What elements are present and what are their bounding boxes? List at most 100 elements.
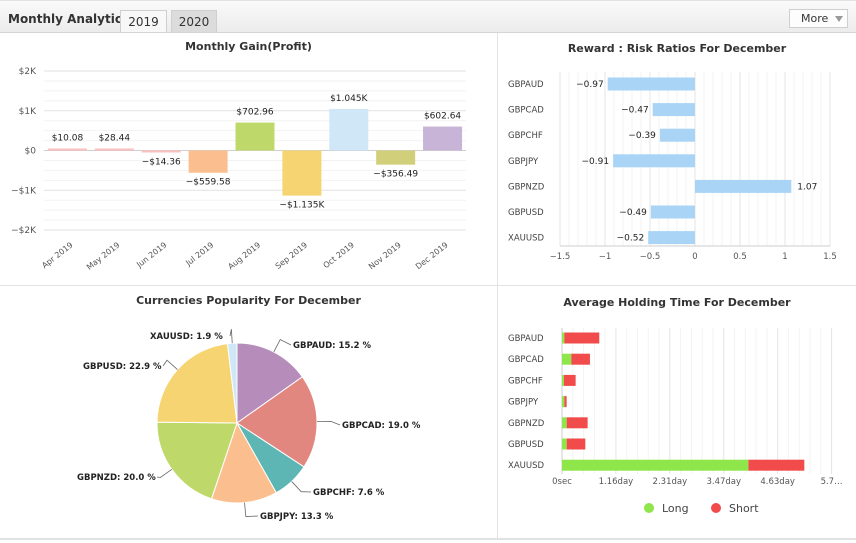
y-tick-label: GBPUSD [508,440,544,450]
gain-data-label: $1.045K [330,94,368,104]
popularity-title: Currencies Popularity For December [136,294,361,307]
x-tick-label: 5.7… [821,477,843,487]
short-bar [564,374,576,386]
short-bar [566,438,586,450]
x-tick-label: 4.63day [760,477,795,487]
gain-data-label: −$1.135K [279,201,325,211]
y-tick-label: $2K [19,67,37,77]
pie-data-label: GBPCAD: 19.0 % [342,421,421,431]
pie-leader-line [229,329,233,344]
pie-slice [210,421,277,504]
y-tick-label: GBPCHF [508,376,543,386]
gain-data-label: −$356.49 [373,170,418,180]
gain-data-label: $602.64 [424,112,461,122]
short-bar [566,417,588,429]
ratio-bar [652,103,695,117]
x-tick-label: Oct 2019 [322,240,356,270]
y-tick-label: −$2K [11,226,37,236]
x-tick-label: Nov 2019 [367,240,403,271]
ratio-bar [659,128,695,142]
x-tick-label: 1 [782,252,787,262]
y-tick-label: XAUUSD [508,234,544,244]
y-tick-label: XAUUSD [508,461,544,471]
gain-data-label: −$14.36 [142,158,181,168]
y-tick-label: GBPAUD [508,334,544,344]
x-tick-label: Apr 2019 [40,240,75,270]
pie-leader-line [162,359,178,370]
bottom-border [0,538,856,540]
pie-data-label: GBPAUD: 15.2 % [293,341,371,351]
chevron-down-icon [835,16,843,22]
long-bar [562,417,567,429]
more-button[interactable]: More [789,9,848,28]
x-tick-label: 2.31day [653,477,688,487]
panel-divider-horizontal [0,285,856,286]
pie-data-label: GBPCHF: 7.6 % [313,488,385,498]
pie-leader-line [291,481,312,493]
short-bar [748,459,805,471]
y-tick-label: GBPAUD [508,80,544,90]
gain-bar [94,148,134,151]
y-tick-label: −$1K [11,186,37,196]
pie-data-label: XAUUSD: 1.9 % [150,332,223,342]
long-bar [562,438,567,450]
pie-slice [156,343,238,424]
y-tick-label: $1K [19,107,37,117]
x-tick-label: Jul 2019 [183,240,215,268]
y-tick-label: GBPNZD [508,419,545,429]
pie-leader-line [316,420,341,426]
ratio-data-label: 1.07 [797,182,817,192]
gain-data-label: $28.44 [99,134,131,144]
ratio-data-label: −0.97 [576,80,604,90]
legend-long-marker [644,503,654,513]
ratio-data-label: −0.47 [621,106,649,116]
y-tick-label: GBPUSD [508,208,544,218]
gain-bar [423,126,463,151]
gain-bar [282,150,322,196]
x-tick-label: 0 [692,252,697,262]
y-tick-label: GBPJPY [508,157,539,167]
ratio-data-label: −0.49 [619,208,647,218]
app-title: Monthly Analytics [8,12,130,26]
y-tick-label: GBPCHF [508,131,543,141]
reward-risk-title: Reward : Risk Ratios For December [567,42,787,55]
holding-time-chart: 0sec 1.16day 2.31day 3.47day 4.63day 5.7… GBPA… [508,328,843,515]
y-tick-label: GBPJPY [508,398,539,408]
legend-short-label: Short [729,502,759,515]
pie-slice [236,342,304,424]
long-bar [562,332,565,344]
gain-bar [376,150,416,165]
gain-bar [235,122,275,151]
ratio-bar [695,179,792,193]
top-bar: Monthly Analytics 2019 2020 More [0,0,856,33]
short-bar [564,332,600,344]
long-bar [562,396,565,408]
ratio-data-label: −0.39 [628,131,656,141]
x-tick-label: Sep 2019 [274,240,309,270]
reward-risk-chart: −1.5 −1 −0.5 0 0.5 1 1.5 GBPAUD −0.97 GBPCAD −0.47… [508,72,837,262]
holding-title: Average Holding Time For December [563,296,791,309]
tab-2019[interactable]: 2019 [120,10,167,32]
ratio-data-label: −0.52 [617,234,645,244]
monthly-gain-chart: $2K $1K $0 −$1K −$2K $10.08 Apr 2019 $28.44 May … [11,67,466,272]
legend-long-label: Long [662,502,689,515]
ratio-bar [613,154,695,168]
x-tick-label: −1 [599,252,612,262]
x-tick-label: Jun 2019 [134,240,168,270]
pie-slice [156,421,238,500]
pie-leader-line [244,502,259,517]
x-tick-label: 0sec [552,477,572,487]
x-tick-label: 1.16day [599,477,634,487]
x-tick-label: 3.47day [706,477,741,487]
pie-slice [226,342,238,424]
tab-2020[interactable]: 2020 [171,10,217,32]
short-bar [564,396,567,408]
y-tick-label: GBPCAD [508,106,544,116]
pie-leader-line [156,469,173,478]
short-bar [571,353,590,365]
y-tick-label: $0 [25,147,37,157]
x-tick-label: 0.5 [733,252,747,262]
gain-bar [188,150,228,173]
ratio-data-label: −0.91 [582,157,610,167]
monthly-gain-title: Monthly Gain(Profit) [185,40,312,53]
